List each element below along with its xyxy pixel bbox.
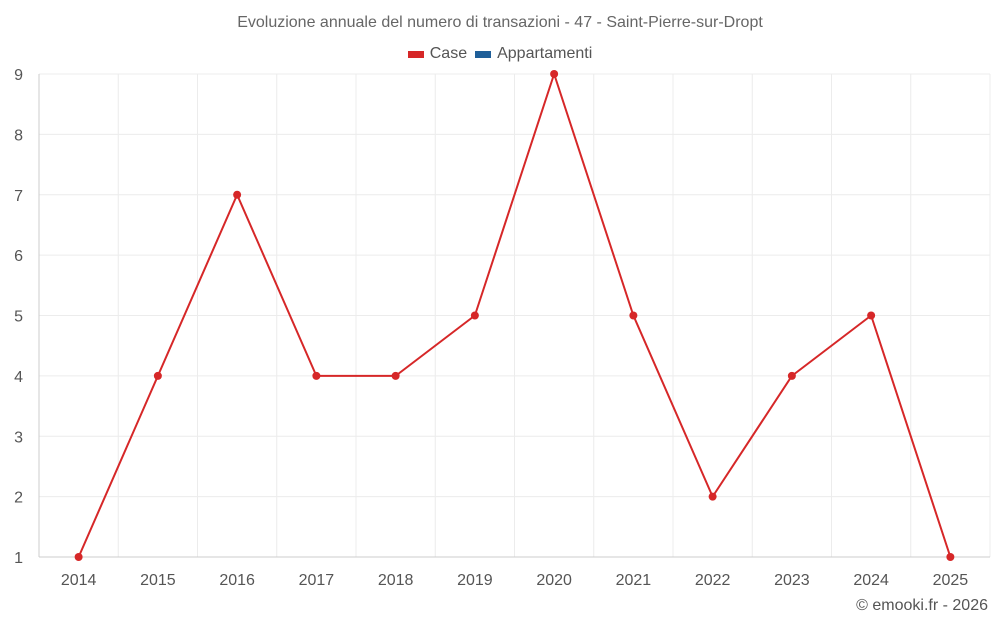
x-tick-label: 2014: [61, 572, 97, 589]
data-point[interactable]: [153, 371, 162, 380]
data-point[interactable]: [946, 553, 955, 561]
series-line-case: [77, 73, 952, 558]
legend-item-case[interactable]: Case: [407, 45, 468, 63]
data-point[interactable]: [708, 492, 717, 501]
y-tick-label: 3: [14, 429, 23, 446]
legend: Case Appartamenti: [0, 45, 1000, 63]
data-point[interactable]: [233, 190, 242, 199]
x-tick-label: 2019: [457, 572, 493, 589]
x-tick-label: 2020: [536, 572, 572, 589]
y-tick-label: 7: [14, 188, 23, 205]
data-point[interactable]: [629, 311, 638, 320]
y-tick-label: 1: [14, 550, 23, 567]
data-point[interactable]: [550, 70, 559, 78]
data-point[interactable]: [74, 553, 83, 561]
legend-swatch-case: [407, 50, 424, 58]
legend-swatch-appartamenti: [475, 50, 492, 58]
legend-label-case: Case: [429, 45, 468, 62]
y-tick-label: 2: [14, 490, 23, 507]
credit-text: © emooki.fr - 2026: [856, 597, 988, 614]
x-tick-label: 2018: [378, 572, 414, 589]
chart-title: Evoluzione annuale del numero di transaz…: [237, 14, 763, 31]
y-tick-label: 5: [14, 309, 23, 326]
data-point[interactable]: [312, 371, 321, 380]
x-tick-label: 2023: [774, 572, 810, 589]
x-tick-label: 2017: [299, 572, 335, 589]
x-tick-label: 2022: [695, 572, 731, 589]
y-tick-label: 6: [14, 248, 23, 265]
x-tick-label: 2024: [853, 572, 889, 589]
y-tick-label: 8: [14, 127, 23, 144]
x-tick-label: 2015: [140, 572, 176, 589]
x-tick-label: 2025: [933, 572, 969, 589]
x-tick-label: 2021: [616, 572, 652, 589]
y-tick-label: 4: [14, 369, 23, 386]
legend-label-appartamenti: Appartamenti: [497, 45, 593, 62]
data-point[interactable]: [867, 311, 876, 320]
legend-item-appartamenti[interactable]: Appartamenti: [475, 45, 592, 63]
y-tick-label: 9: [14, 67, 23, 84]
x-tick-label: 2016: [219, 572, 255, 589]
data-point[interactable]: [787, 371, 796, 380]
data-point[interactable]: [391, 371, 400, 380]
data-point[interactable]: [470, 311, 479, 320]
